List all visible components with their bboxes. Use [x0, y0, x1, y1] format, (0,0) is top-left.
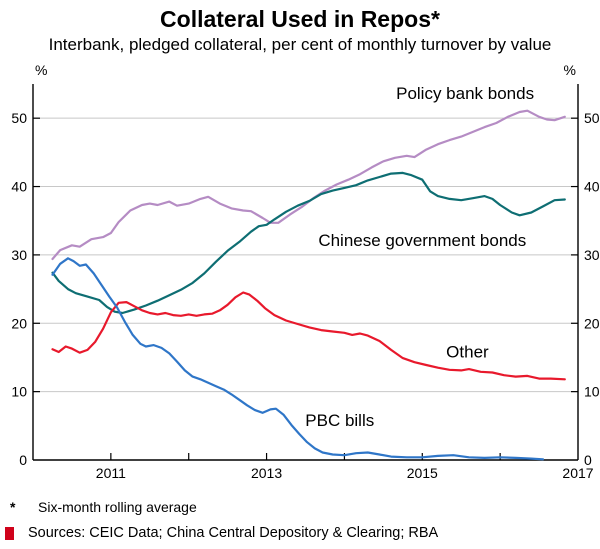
sources-text: Sources: CEIC Data; China Central Deposi…: [28, 525, 439, 541]
y-tick-label-left: 10: [11, 384, 27, 400]
series-label-pbc-bills: PBC bills: [305, 411, 374, 430]
y-tick-label-left: 30: [11, 247, 27, 263]
series-label-other: Other: [446, 342, 489, 361]
y-tick-label-right: 50: [584, 110, 600, 126]
footnote-text: Six-month rolling average: [38, 499, 197, 515]
y-tick-label-left: 20: [11, 315, 27, 331]
y-tick-label-right: 0: [584, 452, 592, 468]
series-line-other: [51, 291, 566, 381]
x-tick-label: 2011: [96, 465, 126, 481]
x-tick-label: 2013: [251, 465, 282, 481]
x-tick-label: 2015: [407, 465, 438, 481]
y-tick-label-right: 30: [584, 247, 600, 263]
y-tick-label-right: 20: [584, 315, 600, 331]
chart-figure: Collateral Used in Repos* Interbank, ple…: [0, 4, 600, 541]
series-label-policy-bank-bonds: Policy bank bonds: [396, 84, 534, 103]
y-tick-label-left: 40: [11, 179, 27, 195]
y-tick-label-right: 40: [584, 179, 600, 195]
chart-title: Collateral Used in Repos*: [160, 6, 440, 32]
footer-accent-mark: [5, 526, 14, 540]
footnote-marker: *: [10, 499, 16, 515]
y-tick-label-left: 0: [19, 452, 27, 468]
chart-subtitle: Interbank, pledged collateral, per cent …: [48, 35, 552, 54]
y-tick-label-left: 50: [11, 110, 27, 126]
series-line-pbc-bills: [51, 257, 545, 461]
series-line-chinese-government-bonds: [51, 171, 566, 315]
series-label-chinese-government-bonds: Chinese government bonds: [318, 231, 526, 250]
footnote: * Six-month rolling average: [10, 499, 197, 515]
sources-line: Sources: CEIC Data; China Central Deposi…: [5, 525, 438, 541]
chart-svg: 0 0 10 10 20 20 30 30 40 40 50 50% % 2011 2013 2015 2017…: [11, 62, 600, 481]
series-line-policy-bank-bonds: [51, 109, 566, 261]
chart: 0 0 10 10 20 20 30 30 40 40 50 50%% 2011 2013 2015 2017…: [0, 56, 600, 488]
x-tick-label: 2017: [562, 465, 593, 481]
unit-label-right: %: [564, 62, 576, 78]
y-tick-label-right: 10: [584, 384, 600, 400]
unit-label-left: %: [35, 62, 47, 78]
